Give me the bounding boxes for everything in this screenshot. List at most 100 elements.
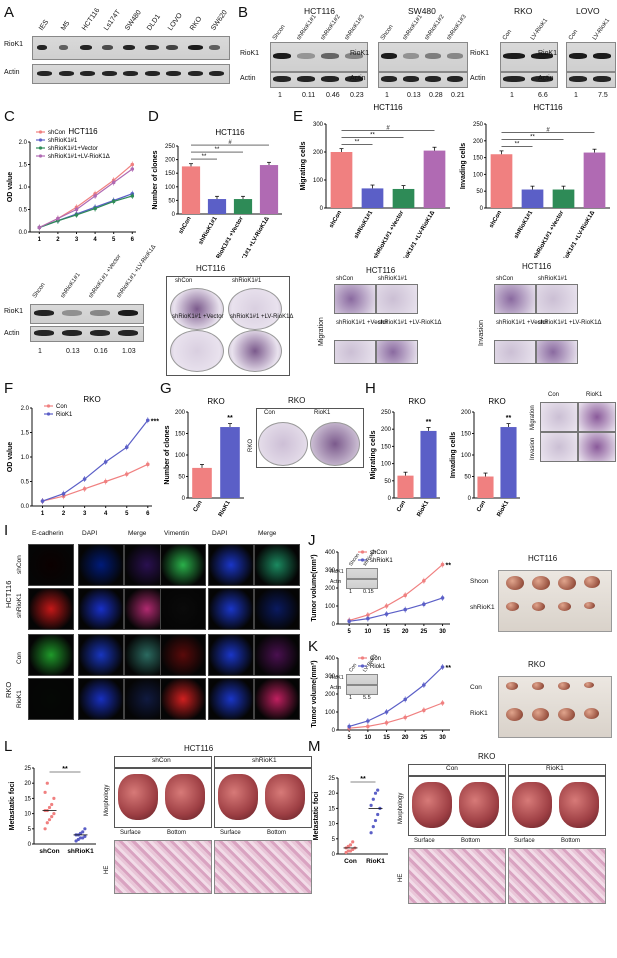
lung-image [118, 774, 158, 820]
band [569, 53, 587, 59]
significance-mark: ** [426, 419, 432, 426]
band [144, 70, 160, 76]
morphology-frame [114, 768, 212, 828]
bar [420, 430, 437, 498]
y-axis-label: OD value [7, 442, 14, 472]
bar [233, 199, 253, 214]
quant-value: 1 [385, 92, 389, 99]
row-label: RioK1 [470, 710, 488, 717]
y-tick-label: 0 [28, 842, 32, 848]
chart-h-migrating-bar: 0 50 100 150 200 250 Migrating cells RKO Con RioK… [370, 397, 440, 518]
y-tick-label: 250 [165, 144, 176, 150]
fluorescence-image [208, 634, 254, 676]
chart-m-metastatic-scatter: 0 5 10 15 20 25 Metastatic foci Con RioK1 ** [313, 776, 388, 865]
y-tick-label: 50 [384, 479, 391, 485]
tumor [506, 682, 518, 690]
y-tick-label: 100 [473, 172, 484, 178]
chart-k-tumor-volume-line: 0 100 200 300 400 5 10 15 20 25 30 Tumor volume(mm³… [311, 656, 451, 741]
band [273, 76, 291, 82]
data-point [403, 607, 407, 612]
data-point [366, 616, 370, 621]
y-tick-label: 0 [320, 206, 324, 212]
x-tick-label: 6 [146, 511, 150, 517]
x-tick-label: 25 [421, 629, 428, 635]
data-point [74, 213, 79, 217]
bar [181, 166, 201, 214]
x-tick-label: shCon [489, 210, 504, 229]
bar [521, 189, 544, 208]
x-tick-label: shRioK1#1 +LV-RioK1Δ [558, 209, 597, 258]
band [90, 310, 110, 316]
colony-well [228, 330, 282, 372]
row-label: Morphology [104, 784, 110, 816]
data-point [369, 803, 373, 807]
row-label: Actin [330, 579, 342, 585]
plate-label: shRioK1#1 +LV-RioK1Δ [230, 314, 294, 320]
x-tick-label: 30 [439, 735, 446, 741]
data-point [130, 162, 135, 167]
legend-marker [46, 412, 51, 416]
tumor [558, 682, 570, 690]
x-tick-label: shCon [178, 216, 193, 235]
lane-label: M5 [59, 20, 71, 33]
lane-label: DLD1 [145, 13, 162, 33]
data-point [366, 613, 370, 617]
legend-label: shRioK1#1 [48, 138, 78, 144]
y-tick-label: 50 [178, 475, 185, 481]
column-label: Merge [128, 530, 147, 537]
fluorescence-image [78, 634, 124, 676]
blot-strip [30, 304, 144, 324]
x-tick-label: 2 [62, 511, 66, 517]
sub-label: Surface [514, 838, 535, 844]
band [403, 53, 419, 59]
blot-strip [500, 42, 558, 72]
legend-marker [38, 154, 43, 158]
data-point [440, 665, 445, 669]
y-axis-label: Number of clones [152, 150, 159, 209]
data-point [384, 721, 389, 725]
column-label: Merge [258, 530, 277, 537]
chart-title: RKO [488, 397, 505, 406]
band [503, 76, 525, 82]
plate-label: shRioK1#1 [232, 278, 262, 284]
y-tick-label: 1.5 [19, 163, 28, 169]
colony-well [310, 422, 360, 466]
quant-value: 0.23 [350, 92, 364, 99]
row-label: Actin [538, 75, 554, 82]
row-label: Actin [350, 75, 366, 82]
row-label: shRioK1 [16, 593, 23, 618]
y-tick-label: 100 [325, 604, 336, 610]
y-tick-label: 150 [461, 432, 472, 438]
x-tick-label: 3 [75, 237, 79, 243]
he-image [408, 848, 506, 904]
row-label: Con [470, 684, 482, 691]
legend-label: shRioK1#1+Vector [48, 146, 98, 152]
lane-label: shRioK1#3 [446, 13, 468, 42]
data-point [40, 499, 45, 503]
tumor [506, 708, 523, 721]
band [593, 53, 611, 59]
bar [552, 189, 575, 208]
row-label: shCon [16, 555, 23, 574]
tumor [506, 602, 519, 611]
colony-well [170, 330, 224, 372]
row-label: Shcon [470, 578, 489, 585]
lung-image [559, 782, 599, 828]
legend-label: Riok1 [370, 664, 386, 670]
tumor [558, 576, 576, 590]
y-tick-label: 150 [473, 156, 484, 162]
chart-f-od-line: 0.0 0.5 1.0 1.5 2.0 1 2 3 4 5 6 OD value RKO Con RioK1… [7, 395, 159, 517]
significance-mark: ** [370, 133, 375, 139]
chart-g-clones-bar: 0 50 100 150 200 Number of clones RKO Con RioK1 *… [164, 397, 244, 518]
y-axis-label: OD value [7, 172, 14, 202]
y-tick-label: 100 [313, 178, 324, 184]
bar [361, 188, 384, 208]
x-tick-label: shRioK1#1 [198, 215, 219, 245]
data-point [43, 790, 47, 794]
tumor [558, 602, 571, 611]
y-tick-label: 0 [468, 496, 472, 502]
lane-label: HCT116 [81, 7, 102, 33]
chart-e-migrating-bar: 0 100 200 300 Migrating cells HCT116 shCon shRi… [300, 103, 450, 258]
data-point [384, 710, 389, 714]
y-axis-label: Migrating cells [370, 430, 377, 479]
